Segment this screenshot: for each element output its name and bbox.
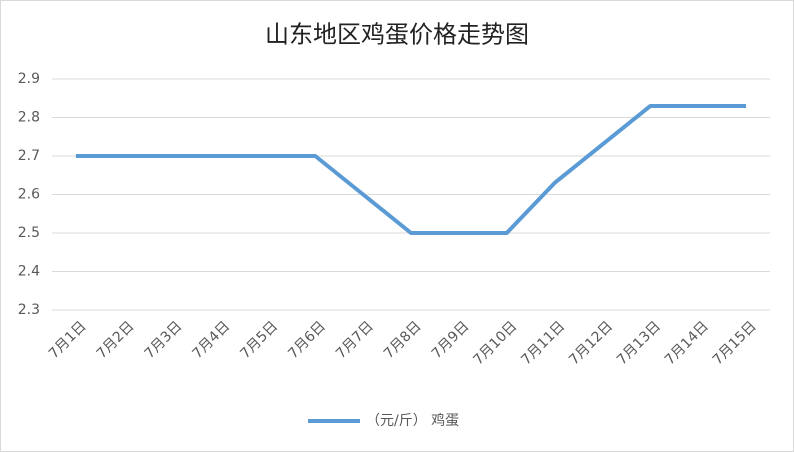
y-tick-label: 2.6 <box>18 187 40 203</box>
y-tick-label: 2.5 <box>18 225 40 241</box>
chart-title: 山东地区鸡蛋价格走势图 <box>265 21 529 49</box>
y-tick-label: 2.7 <box>18 148 40 164</box>
y-tick-label: 2.9 <box>18 71 40 87</box>
data-line <box>75 103 747 235</box>
y-tick-label: 2.4 <box>18 264 40 280</box>
legend-label: （元/斤） 鸡蛋 <box>366 412 459 429</box>
y-tick-label: 2.8 <box>18 110 40 126</box>
y-tick-label: 2.3 <box>18 302 40 318</box>
